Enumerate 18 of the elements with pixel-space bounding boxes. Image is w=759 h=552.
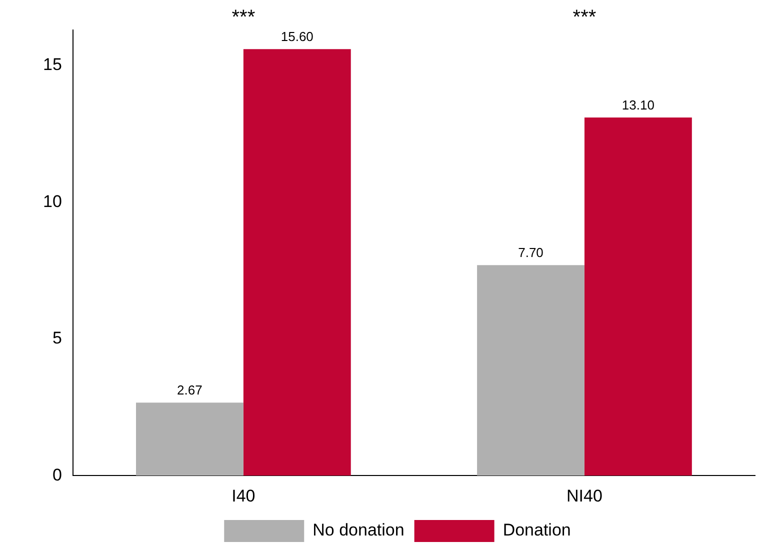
data-label: 15.60 <box>280 29 314 44</box>
x-tick-label: NI40 <box>566 486 602 506</box>
data-label: 13.10 <box>622 98 654 113</box>
y-tick-label: 10 <box>42 192 62 211</box>
y-tick-label: 15 <box>42 55 62 74</box>
y-tick-label: 0 <box>52 465 62 484</box>
legend-label: No donation <box>312 520 404 540</box>
legend-label: Donation <box>502 520 571 540</box>
bar <box>584 117 692 476</box>
text: *** <box>572 6 596 29</box>
bar <box>477 265 584 476</box>
text: *** <box>232 6 256 29</box>
bar <box>243 49 351 476</box>
x-tick-label: I40 <box>232 486 256 506</box>
data-label: 7.70 <box>518 245 544 260</box>
y-tick-label: 5 <box>52 328 62 348</box>
data-label: 2.67 <box>177 382 202 398</box>
bar <box>136 402 244 476</box>
